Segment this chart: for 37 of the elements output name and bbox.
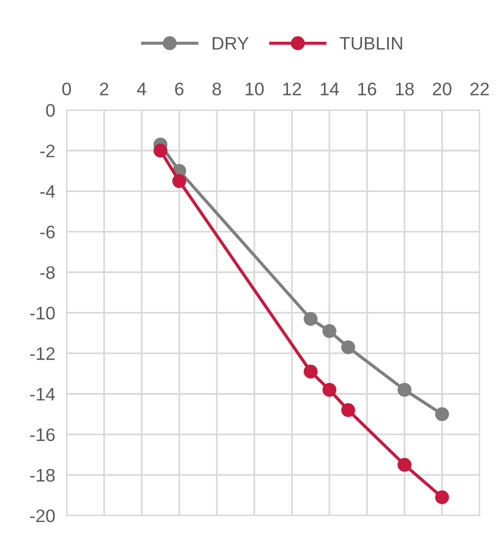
y-tick-label: -20 [30,509,55,522]
y-tick-label: -12 [30,347,55,360]
y-tick-label: -8 [40,266,55,279]
point [435,407,450,422]
point [322,382,336,397]
point [398,458,412,472]
x-tick-label: 14 [320,82,339,96]
y-tick-label: -18 [30,468,55,482]
x-tick-label: 4 [137,82,146,96]
point [172,174,186,188]
point [341,340,356,354]
y-tick-label: -10 [30,306,55,320]
point [322,324,336,338]
y-tick-label: -6 [40,226,55,238]
point [154,144,168,158]
x-tick-label: 0 [62,82,71,96]
y-tick-label: -2 [40,144,55,158]
legend-label: TUBLIN [340,37,402,50]
point [435,490,450,504]
y-tick-label: -14 [30,388,55,400]
x-tick-label: 2 [100,82,108,96]
y-tick-label: -16 [30,428,55,442]
x-tick-label: 8 [212,82,222,96]
point [304,312,318,326]
x-tick-label: 22 [470,82,489,96]
y-tick-label: 0 [46,104,55,117]
point [398,382,412,397]
x-tick-label: 10 [246,82,264,96]
legend-label: DRY [212,37,249,50]
x-tick-label: 6 [175,82,184,96]
point [341,403,356,418]
x-tick-label: 12 [283,82,302,96]
point [304,364,318,379]
x-tick-label: 20 [432,82,452,96]
x-tick-label: 18 [396,82,414,96]
x-tick-label: 16 [358,82,376,96]
y-tick-label: -4 [40,185,55,198]
